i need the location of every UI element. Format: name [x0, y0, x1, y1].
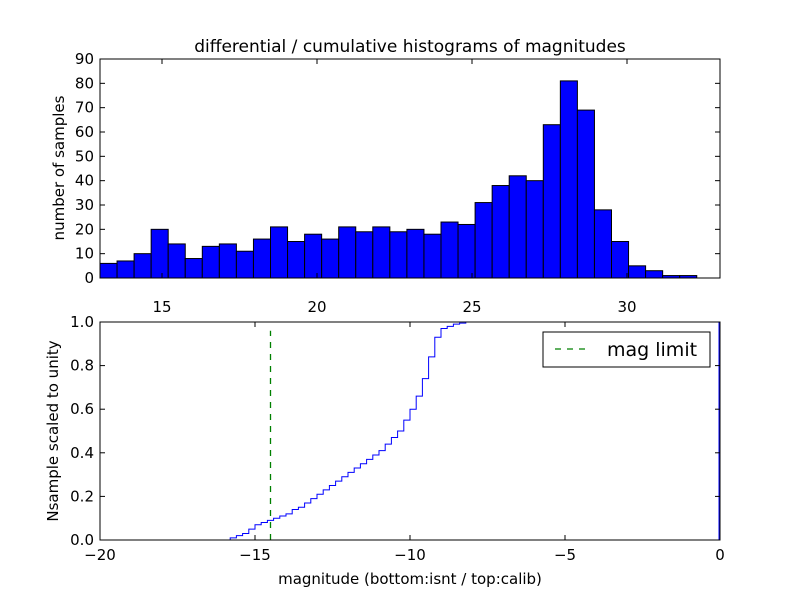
- y-tick-label: 10: [75, 245, 94, 263]
- y-tick-label: 0.8: [70, 357, 94, 375]
- y-tick-label: 0.2: [70, 487, 94, 505]
- chart-title: differential / cumulative histograms of …: [194, 37, 626, 57]
- histogram-bar: [133, 253, 152, 279]
- histogram-bar: [201, 245, 220, 279]
- x-tick-label: 20: [307, 298, 326, 316]
- top-y-axis: 0 10 20 30 40 50 60 70 80 90: [75, 50, 720, 287]
- cumulative-step-line: [100, 321, 719, 541]
- x-tick-label: 30: [617, 298, 636, 316]
- y-tick-label: 90: [75, 50, 94, 68]
- top-y-axis-label: number of samples: [50, 95, 68, 240]
- bottom-y-axis: 0.0 0.2 0.4 0.6 0.8 1.0: [70, 313, 720, 549]
- top-histogram-panel: differential / cumulative histograms of …: [50, 37, 721, 316]
- histogram-bar: [542, 124, 561, 279]
- histogram-bar: [628, 265, 647, 279]
- x-tick-label: 25: [462, 298, 481, 316]
- bottom-y-axis-label: Nsample scaled to unity: [44, 340, 62, 521]
- top-plot-frame: [99, 58, 721, 279]
- top-x-axis: 15 20 25 30: [152, 59, 637, 316]
- histogram-bar: [559, 80, 578, 279]
- histogram-bars: [99, 80, 698, 279]
- bottom-cumulative-panel: 0.0 0.2 0.4 0.6 0.8 1.0 −20 −15 −10 −5 0 Nsample …: [44, 313, 725, 588]
- y-tick-label: 0.6: [70, 400, 94, 418]
- histogram-bar: [406, 228, 425, 279]
- histogram-bar: [252, 238, 271, 279]
- x-tick-label: −20: [84, 546, 116, 564]
- histogram-bar: [99, 262, 118, 279]
- y-tick-label: 30: [75, 196, 94, 214]
- histogram-bar: [593, 209, 613, 279]
- histogram-bar: [508, 175, 527, 279]
- y-tick-label: 1.0: [70, 313, 94, 331]
- cumulative-lines: [100, 321, 720, 541]
- bottom-x-axis-label: magnitude (bottom:isnt / top:calib): [278, 570, 542, 588]
- histogram-bar: [389, 231, 408, 279]
- y-tick-label: 40: [75, 172, 94, 190]
- histogram-bar: [338, 226, 357, 279]
- y-tick-label: 20: [75, 220, 94, 238]
- histogram-bar: [235, 250, 254, 279]
- histogram-bar: [184, 258, 203, 279]
- bottom-x-axis: −20 −15 −10 −5 0: [84, 322, 725, 564]
- x-tick-label: 0: [715, 546, 725, 564]
- y-tick-label: 70: [75, 99, 94, 117]
- histogram-bar: [525, 180, 544, 279]
- histogram-bar: [576, 109, 595, 279]
- histogram-bar: [611, 241, 630, 279]
- y-tick-label: 50: [75, 147, 94, 165]
- legend: mag limit: [542, 331, 711, 368]
- histogram-bar: [287, 241, 306, 279]
- histogram-bar: [150, 228, 169, 279]
- histogram-bar: [440, 221, 459, 279]
- y-tick-label: 0: [84, 269, 94, 287]
- y-tick-label: 0.4: [70, 444, 94, 462]
- histogram-bar: [355, 231, 374, 279]
- histogram-bar: [457, 223, 476, 279]
- histogram-bar: [116, 260, 135, 279]
- x-tick-label: −10: [394, 546, 426, 564]
- histogram-bar: [167, 243, 186, 279]
- histogram-bar: [491, 185, 510, 279]
- histogram-bar: [645, 270, 664, 279]
- y-tick-label: 60: [75, 123, 94, 141]
- y-tick-label: 0.0: [70, 531, 94, 549]
- histogram-bar: [218, 243, 237, 279]
- x-tick-label: 15: [152, 298, 171, 316]
- x-tick-label: −5: [554, 546, 576, 564]
- y-tick-label: 80: [75, 74, 94, 92]
- histogram-bar: [270, 226, 289, 279]
- histogram-bar: [372, 226, 391, 279]
- histogram-bar: [423, 233, 442, 279]
- x-tick-label: −15: [239, 546, 271, 564]
- histogram-bar: [321, 238, 340, 279]
- histogram-bar: [474, 202, 493, 279]
- legend-label: mag limit: [607, 339, 697, 361]
- histogram-bar: [304, 233, 323, 279]
